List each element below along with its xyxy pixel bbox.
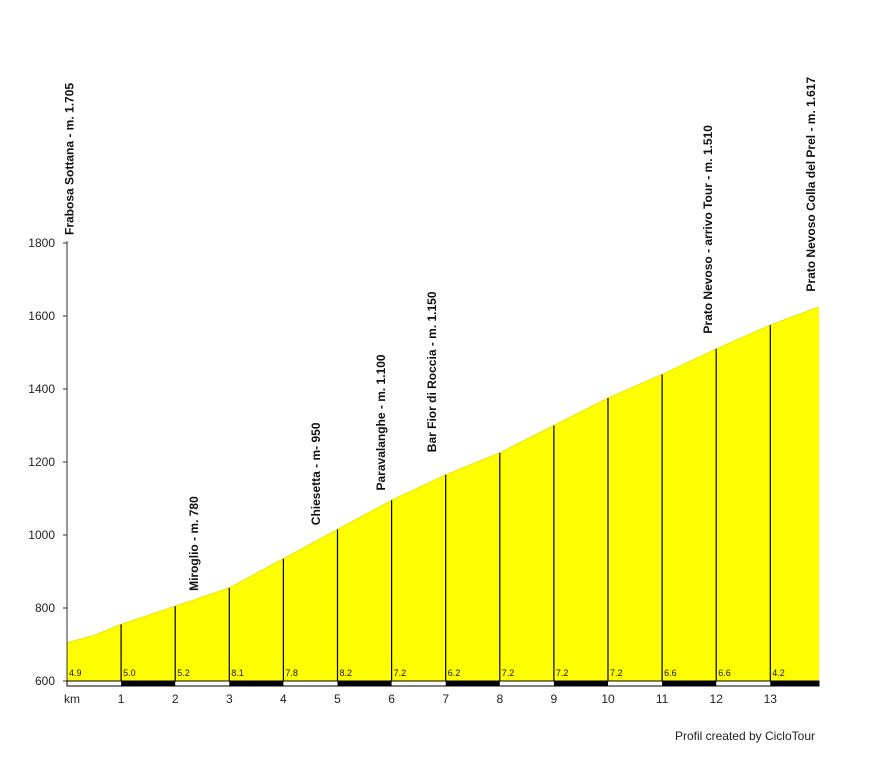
x-unit-label: km [64,692,80,706]
x-tick-label: 2 [172,692,179,706]
gradient-label: 7.2 [610,668,623,678]
x-tick-label: 5 [334,692,341,706]
waypoint-label: Prato Nevoso Colla del Prel - m. 1.617 [804,77,818,292]
km-band-segment [337,681,392,686]
waypoint-label: Chiesetta - m- 950 [309,422,323,525]
waypoint-label: Miroglio - m. 780 [187,496,201,591]
km-band-segment [229,681,284,686]
x-tick-label: 7 [442,692,449,706]
gradient-label: 4.9 [69,668,82,678]
gradient-label: 8.1 [231,668,244,678]
profile-area [67,306,819,681]
x-tick-label: 10 [601,692,615,706]
gradient-label: 7.2 [502,668,515,678]
gradient-label: 6.2 [448,668,461,678]
x-tick-label: 11 [656,692,669,706]
y-tick-label: 800 [35,601,55,615]
gradient-label: 7.8 [285,668,298,678]
profile-outline [66,306,820,644]
credit-text: Profil created by CicloTour [675,729,815,743]
gradient-label: 5.2 [177,668,190,678]
x-tick-label: 9 [551,692,558,706]
waypoint-label: Prato Nevoso - arrivo Tour - m. 1.510 [701,125,715,334]
km-band-segment [445,681,500,686]
gradient-label: 4.2 [772,668,785,678]
x-tick-label: 1 [118,692,125,706]
waypoint-label: Paravalanghe - m. 1.100 [374,354,388,490]
km-band-segment [770,681,819,686]
x-tick-label: 12 [710,692,724,706]
waypoint-label: Bar Fior di Roccia - m. 1.150 [425,291,439,452]
km-band-segment [121,681,176,686]
x-tick-label: 6 [388,692,395,706]
y-tick-label: 1000 [28,528,55,542]
gradient-label: 8.2 [340,668,353,678]
x-tick-label: 3 [226,692,233,706]
x-tick-label: 13 [764,692,778,706]
y-tick-label: 1600 [28,309,55,323]
y-tick-label: 1800 [28,236,55,250]
x-tick-label: 8 [496,692,503,706]
y-tick-label: 1200 [28,455,55,469]
gradient-label: 6.6 [718,668,731,678]
gradient-label: 5.0 [123,668,136,678]
km-band-segment [553,681,608,686]
km-band-segment [662,681,717,686]
x-tick-label: 4 [280,692,287,706]
waypoint-label: Frabosa Sottana - m. 1.705 [63,83,77,235]
y-tick-label: 600 [35,674,55,688]
gradient-label: 7.2 [556,668,569,678]
y-tick-label: 1400 [28,382,55,396]
gradient-label: 6.6 [664,668,677,678]
gradient-label: 7.2 [394,668,407,678]
